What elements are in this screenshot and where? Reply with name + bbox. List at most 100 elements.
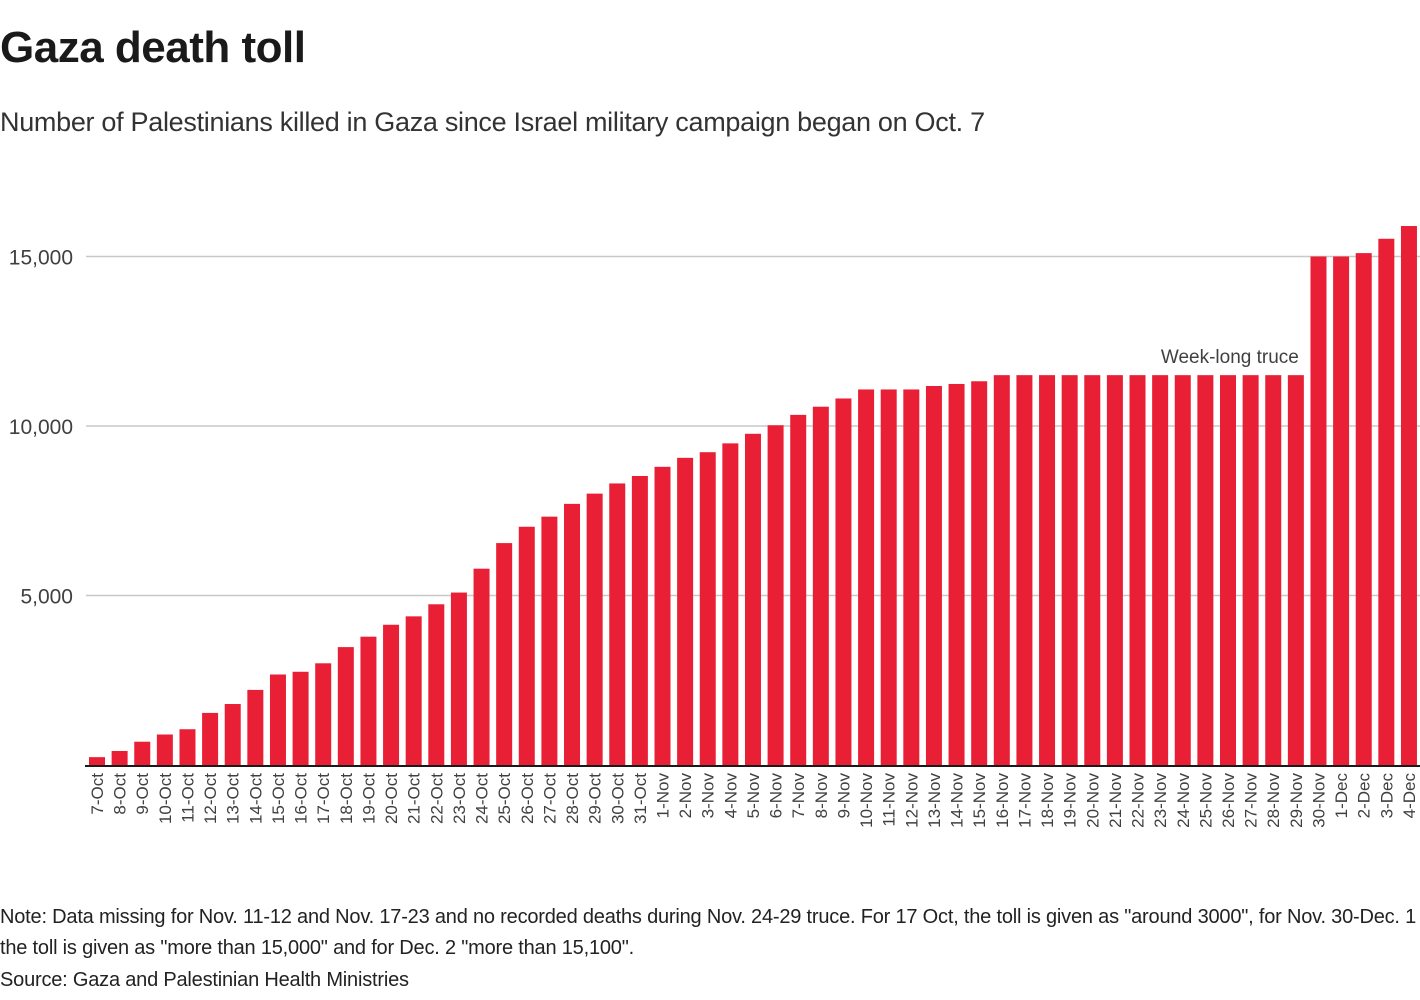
x-tick-label: 18-Nov <box>1038 773 1057 828</box>
x-tick-label: 10-Oct <box>156 773 175 824</box>
x-tick-label: 24-Nov <box>1174 773 1193 828</box>
x-tick-label: 14-Nov <box>948 773 967 828</box>
bar <box>812 406 829 765</box>
x-tick-label: 6-Nov <box>767 773 786 819</box>
bar <box>564 503 581 765</box>
bar <box>609 483 626 765</box>
x-tick-label: 15-Oct <box>269 773 288 824</box>
x-tick-label: 9-Nov <box>834 773 853 819</box>
bar <box>903 389 920 765</box>
bar <box>1400 226 1417 765</box>
bar <box>1174 375 1191 765</box>
chart-source: Source: Gaza and Palestinian Health Mini… <box>0 969 409 991</box>
y-tick-label: 10,000 <box>9 416 73 439</box>
bar <box>292 671 309 765</box>
x-tick-label: 12-Nov <box>902 773 921 828</box>
bar <box>1287 375 1304 765</box>
x-tick-label: 18-Oct <box>337 773 356 824</box>
bar <box>111 751 128 765</box>
x-tick-label: 26-Nov <box>1219 773 1238 828</box>
annotations: Week-long truce <box>1161 347 1299 368</box>
bar <box>247 689 264 765</box>
bar <box>405 616 422 765</box>
chart-subtitle: Number of Palestinians killed in Gaza si… <box>0 107 985 137</box>
x-tick-label: 25-Nov <box>1196 773 1215 828</box>
bar <box>1039 375 1056 765</box>
bar <box>925 386 942 765</box>
bar <box>428 604 445 765</box>
x-tick-label: 11-Oct <box>178 773 197 823</box>
bar <box>337 647 354 765</box>
x-tick-label: 23-Oct <box>450 773 469 824</box>
x-tick-label: 31-Oct <box>631 773 650 824</box>
bar <box>722 443 739 765</box>
x-tick-label: 1-Dec <box>1332 773 1351 819</box>
x-tick-label: 12-Oct <box>201 773 220 824</box>
chart-title: Gaza death toll <box>0 23 306 72</box>
x-tick-label: 3-Nov <box>699 773 718 819</box>
bar <box>767 425 784 765</box>
bar <box>541 516 558 765</box>
x-tick-label: 7-Oct <box>88 773 107 815</box>
bar <box>1333 256 1350 765</box>
x-tick-label: 24-Oct <box>473 773 492 824</box>
bar <box>1355 253 1372 766</box>
x-tick-label: 8-Oct <box>111 773 130 815</box>
bar <box>586 493 603 765</box>
x-tick-label: 3-Dec <box>1377 773 1396 819</box>
bar <box>1084 375 1101 765</box>
annotation-week-long-truce: Week-long truce <box>1161 347 1299 368</box>
x-tick-label: 10-Nov <box>857 773 876 828</box>
bar <box>360 636 377 765</box>
x-tick-label: 14-Oct <box>246 773 265 824</box>
y-tick-label: 5,000 <box>20 586 73 609</box>
bar <box>179 729 196 765</box>
bar <box>1265 375 1282 765</box>
x-axis-tick-labels: 7-Oct 8-Oct 9-Oct 10-Oct 11-Oct 12-Oct 13-Oct 1… <box>88 773 1419 828</box>
bar <box>1061 375 1078 765</box>
x-tick-label: 26-Oct <box>518 773 537 824</box>
bar <box>89 757 105 765</box>
x-tick-label: 29-Oct <box>586 773 605 824</box>
x-tick-label: 15-Nov <box>970 773 989 828</box>
bar <box>790 414 807 765</box>
bar <box>1242 375 1259 765</box>
x-tick-label: 4-Nov <box>721 773 740 819</box>
bar <box>134 741 151 765</box>
x-tick-label: 16-Oct <box>292 773 311 824</box>
x-tick-label: 13-Oct <box>224 773 243 824</box>
x-tick-label: 7-Nov <box>789 773 808 819</box>
bar <box>1310 256 1327 765</box>
x-tick-label: 17-Nov <box>1015 773 1034 828</box>
x-tick-label: 21-Nov <box>1106 773 1125 828</box>
bar <box>1197 375 1214 765</box>
x-tick-label: 30-Oct <box>608 773 627 824</box>
x-tick-label: 22-Nov <box>1129 773 1148 828</box>
x-tick-label: 29-Nov <box>1287 773 1306 828</box>
bar <box>880 389 897 765</box>
x-tick-label: 17-Oct <box>314 773 333 824</box>
x-tick-label: 21-Oct <box>405 773 424 824</box>
x-tick-label: 22-Oct <box>427 773 446 824</box>
x-tick-label: 19-Nov <box>1061 773 1080 828</box>
x-tick-label: 2-Dec <box>1355 773 1374 819</box>
bar <box>1378 238 1395 765</box>
bar <box>1016 375 1033 765</box>
bar <box>269 674 286 765</box>
x-tick-label: 13-Nov <box>925 773 944 828</box>
bar <box>948 383 965 765</box>
bar <box>654 466 671 765</box>
y-axis-tick-labels: 5,000 10,000 15,000 <box>9 247 73 609</box>
x-tick-label: 11-Nov <box>880 773 899 827</box>
x-tick-label: 8-Nov <box>812 773 831 819</box>
x-tick-label: 27-Oct <box>540 773 559 824</box>
x-tick-label: 30-Nov <box>1309 773 1328 828</box>
bar <box>1152 375 1169 765</box>
bar <box>677 457 694 765</box>
x-tick-label: 20-Nov <box>1083 773 1102 828</box>
bar <box>156 734 173 765</box>
bar <box>450 592 467 765</box>
bar <box>631 476 648 765</box>
x-tick-label: 2-Nov <box>676 773 695 819</box>
